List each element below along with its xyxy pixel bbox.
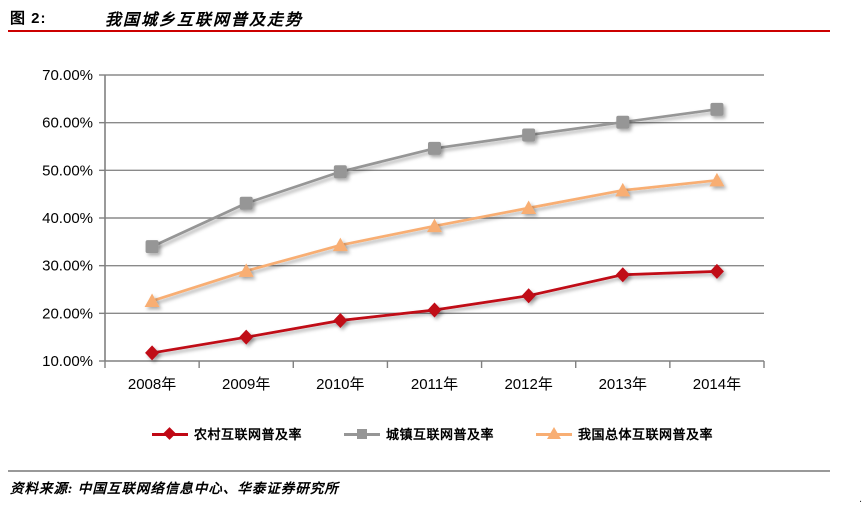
penetration-line-chart: 70.00% 60.00% 50.00% 40.00% 30.00% 20.00% 10.0… [42,67,765,393]
y-tick-label: 40.00% [42,210,93,227]
data-point [238,263,254,277]
page-title: 我国城乡互联网普及走势 [105,12,304,29]
data-source-note: 资料来源: 中国互联网络信息中心、华泰证券研究所 [10,481,339,496]
series-line [151,179,718,303]
data-point [144,293,160,307]
square-marker-icon [343,427,380,441]
x-tick-label: 2008年 [128,376,176,393]
y-tick-label: 20.00% [42,305,93,322]
data-point [333,165,347,179]
data-point [709,172,725,187]
x-tick-label: 2014年 [693,376,741,393]
data-point [145,240,159,254]
data-point [615,267,630,283]
stray-period: . [858,493,862,505]
y-tick-label: 10.00% [42,353,93,370]
x-tick-label: 2013年 [599,376,647,393]
diamond-marker-icon [151,426,188,441]
data-point [521,288,536,304]
data-point [521,200,537,214]
legend-label-overall: 我国总体互联网普及率 [578,427,714,442]
data-point [145,345,160,361]
data-point [522,128,536,142]
data-point [709,263,724,279]
legend-item-rural[interactable]: 农村互联网普及率 [151,424,302,443]
y-tick-label: 50.00% [42,162,93,179]
data-point [332,237,348,252]
legend: 农村互联网普及率 城镇互联网普及率 我国总体互联网普及率 [0,424,865,443]
figure-label: 图 2: [10,10,47,27]
legend-label-urban: 城镇互联网普及率 [385,427,494,442]
data-point [239,329,254,345]
data-point [710,102,724,116]
x-tick-label: 2010年 [316,376,364,393]
legend-item-overall[interactable]: 我国总体互联网普及率 [536,424,713,443]
data-point [239,196,253,210]
footer-divider [8,470,830,472]
legend-label-rural: 农村互联网普及率 [193,427,302,442]
legend-item-urban[interactable]: 城镇互联网普及率 [343,424,494,443]
x-tick-label: 2009年 [222,376,270,393]
x-tick-label: 2012年 [504,376,552,393]
y-tick-label: 30.00% [42,258,93,275]
y-tick-label: 70.00% [42,67,93,84]
x-tick-label: 2011年 [411,376,458,393]
data-point [615,182,631,197]
plot-area: 70.00% 60.00% 50.00% 40.00% 30.00% 20.00% 10.0… [42,67,765,393]
data-point [428,141,441,155]
data-point [333,312,348,328]
triangle-marker-icon [536,426,572,441]
y-tick-label: 60.00% [42,115,93,132]
data-point [427,218,442,233]
data-point [616,115,630,129]
data-point [427,302,442,318]
title-underline [8,30,830,32]
